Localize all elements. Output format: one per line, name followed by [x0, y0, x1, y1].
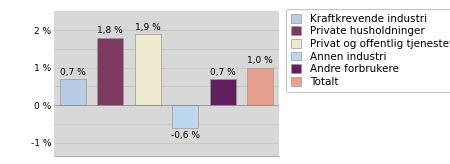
- Bar: [210, 79, 236, 105]
- Legend: Kraftkrevende industri, Private husholdninger, Privat og offentlig tjenestetying: Kraftkrevende industri, Private husholdn…: [286, 9, 450, 92]
- Text: 0,7 %: 0,7 %: [210, 68, 236, 77]
- Text: 1,8 %: 1,8 %: [97, 26, 123, 35]
- Bar: [172, 105, 198, 128]
- Text: 0,7 %: 0,7 %: [60, 68, 86, 77]
- Bar: [247, 68, 274, 105]
- Bar: [97, 38, 123, 105]
- Bar: [135, 34, 161, 105]
- Text: 1,0 %: 1,0 %: [248, 56, 273, 65]
- Text: -0,6 %: -0,6 %: [171, 131, 200, 140]
- Bar: [59, 79, 86, 105]
- Text: 1,9 %: 1,9 %: [135, 23, 161, 32]
